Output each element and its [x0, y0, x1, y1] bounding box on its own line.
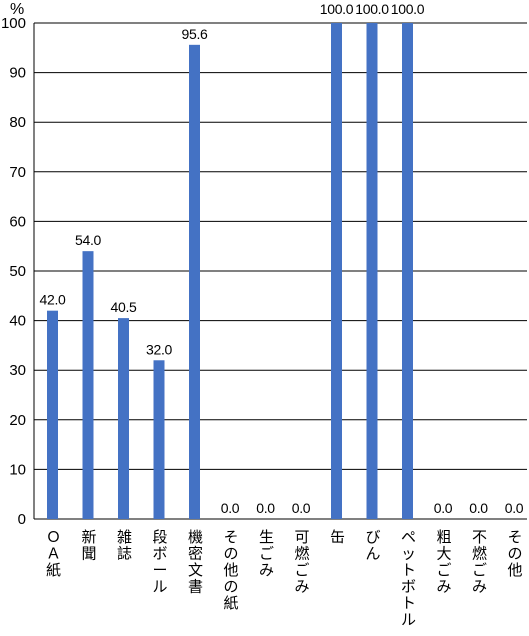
bar [82, 251, 94, 519]
bar [331, 23, 342, 519]
bar [366, 23, 378, 519]
data-label: 42.0 [39, 292, 66, 308]
y-tick-label: 20 [9, 412, 26, 429]
y-tick-label: 70 [9, 164, 26, 181]
y-tick-label: 10 [9, 461, 26, 478]
data-label: 0.0 [221, 500, 240, 516]
y-tick-label: 100 [1, 15, 26, 32]
category-label: 新聞 [81, 528, 96, 563]
data-label: 100.0 [355, 1, 389, 17]
data-label: 40.5 [110, 299, 137, 315]
data-label: 32.0 [146, 341, 173, 357]
bar [189, 44, 200, 519]
category-label: 可燃ごみ [294, 528, 309, 596]
category-label: 粗大ごみ [436, 528, 451, 596]
y-axis-unit: % [10, 1, 24, 18]
data-label: 54.0 [75, 232, 102, 248]
y-tick-label: 30 [9, 362, 26, 379]
data-label: 0.0 [292, 500, 311, 516]
data-label: 100.0 [391, 1, 425, 17]
category-label: その他 [507, 528, 522, 579]
category-label: ペットボトル [401, 528, 416, 629]
bar [402, 23, 413, 519]
category-label: 不燃ごみ [472, 528, 487, 596]
y-tick-label: 60 [9, 213, 26, 230]
y-tick-label: 0 [18, 511, 26, 528]
data-label: 0.0 [434, 500, 453, 516]
y-tick-label: 90 [9, 65, 26, 82]
bar [118, 318, 129, 519]
category-label: 雑誌 [117, 528, 132, 563]
category-label: 缶 [330, 528, 345, 546]
y-tick-label: 50 [9, 263, 26, 280]
data-label: 100.0 [320, 1, 354, 17]
category-label: ＯＡ紙 [46, 528, 61, 579]
category-label: びん [365, 528, 380, 563]
category-label: 機密文書 [188, 528, 203, 596]
y-tick-label: 80 [9, 114, 26, 131]
data-label: 0.0 [469, 500, 488, 516]
bar [47, 310, 58, 519]
y-tick-label: 40 [9, 313, 26, 330]
data-label: 95.6 [181, 26, 208, 42]
bar [153, 360, 165, 519]
category-label: その他の紙 [223, 528, 238, 612]
data-label: 0.0 [505, 500, 524, 516]
category-label: 段ボール [152, 528, 167, 596]
data-label: 0.0 [256, 500, 275, 516]
category-label: 生ごみ [259, 528, 274, 579]
